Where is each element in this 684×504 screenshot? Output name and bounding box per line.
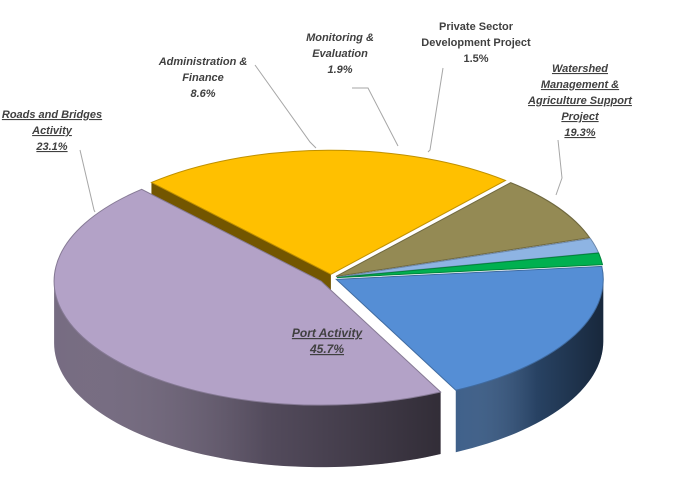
slice-side-shade-1 [54, 281, 441, 468]
slice-label-4-line-1: Evaluation [312, 48, 368, 60]
leader-lines [79, 64, 563, 213]
leader-line-2 [79, 149, 96, 213]
slice-label-2-line-0: Roads and Bridges [2, 109, 102, 121]
slice-value-label-3: 8.6% [190, 88, 215, 100]
leader-line-4 [352, 87, 399, 147]
slice-label-2-line-1: Activity [31, 125, 73, 137]
slice-label-0-line-2: Agriculture Support [527, 95, 633, 107]
slice-5 [336, 252, 604, 279]
slice-label-3-line-0: Administration & [158, 56, 248, 68]
slice-label-4-line-0: Monitoring & [306, 32, 374, 44]
slice-label-5-line-1: Development Project [421, 37, 531, 49]
leader-line-3 [254, 64, 317, 149]
slice-value-label-1: 45.7% [309, 342, 344, 356]
slice-value-label-5: 1.5% [463, 53, 488, 65]
slice-0 [335, 265, 604, 391]
slice-label-0-line-0: Watershed [552, 63, 608, 75]
slice-labels: Watershed Management & Agriculture Support… [2, 21, 633, 356]
slice-3 [335, 182, 591, 277]
slice-2 [150, 149, 507, 275]
slice-value-label-2: 23.1% [35, 141, 67, 153]
slice-label-1-line-0: Port Activity [292, 326, 364, 340]
slice-value-label-4: 1.9% [327, 64, 352, 76]
slice-side-shade-0 [455, 279, 604, 453]
leader-line-5 [427, 67, 444, 153]
slice-label-0-line-3: Project [561, 111, 600, 123]
slice-label-3-line-1: Finance [182, 72, 224, 84]
slice-label-5-line-0: Private Sector [439, 21, 514, 33]
pie-tops [53, 149, 604, 406]
slice-label-0-line-1: Management & [541, 79, 619, 91]
leader-line-0 [555, 139, 563, 196]
slice-value-label-0: 19.3% [564, 127, 595, 139]
slice-1 [53, 188, 442, 406]
